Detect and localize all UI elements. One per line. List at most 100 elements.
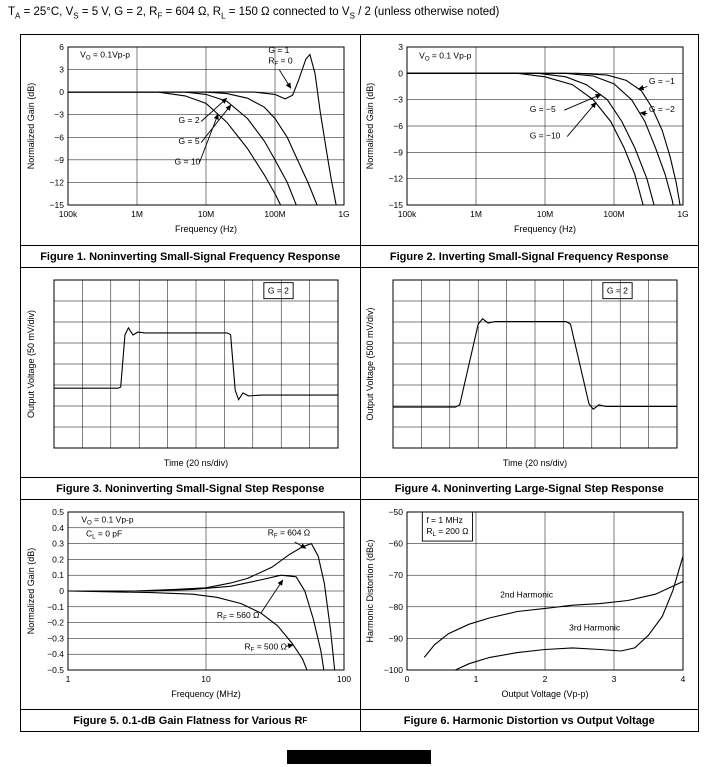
svg-text:4: 4	[681, 674, 686, 684]
svg-text:0: 0	[399, 68, 404, 78]
svg-text:−9: −9	[55, 155, 65, 165]
svg-text:G = −2: G = −2	[649, 104, 675, 114]
figure-4-caption: Figure 4. Noninverting Large-Signal Step…	[359, 477, 698, 499]
figure-3-chart: Time (20 ns/div) Output Voltage (50 mV/di…	[26, 279, 339, 468]
svg-text:RF = 0: RF = 0	[269, 56, 294, 68]
figure-3-caption: Figure 3. Noninverting Small-Signal Step…	[21, 477, 360, 499]
svg-text:−60: −60	[389, 538, 404, 548]
svg-text:−70: −70	[389, 570, 404, 580]
figure-grid: 100k 1M 10M 100M 1G 6 3 0 −3 −6 −9 −12 −15 Frequency …	[20, 34, 699, 732]
figure-4-panel: Time (20 ns/div) Output Voltage (500 mV/d…	[359, 267, 698, 477]
svg-text:Frequency (Hz): Frequency (Hz)	[175, 224, 237, 234]
svg-text:0: 0	[60, 87, 65, 97]
svg-text:Frequency (MHz): Frequency (MHz)	[171, 689, 241, 699]
svg-text:−0.1: −0.1	[47, 601, 64, 611]
svg-text:−6: −6	[394, 121, 404, 131]
figure-1-caption: Figure 1. Noninverting Small-Signal Freq…	[21, 245, 360, 267]
svg-text:3rd Harmonic: 3rd Harmonic	[569, 622, 621, 632]
figure-1-panel: 100k 1M 10M 100M 1G 6 3 0 −3 −6 −9 −12 −15 Frequency …	[21, 35, 360, 245]
figure-2-chart: 100k 1M 10M 100M 1G 3 0 −3 −6 −9 −12 −15 Frequency (…	[365, 42, 689, 234]
svg-text:−90: −90	[389, 633, 404, 643]
test-conditions-note: TA = 25°C, VS = 5 V, G = 2, RF = 604 Ω, …	[8, 6, 500, 21]
figure-4-chart: Time (20 ns/div) Output Voltage (500 mV/d…	[365, 279, 678, 468]
svg-text:VO = 0.1 Vp-p: VO = 0.1 Vp-p	[419, 50, 472, 62]
svg-text:RL = 200 Ω: RL = 200 Ω	[427, 526, 469, 538]
svg-text:−0.2: −0.2	[47, 617, 64, 627]
svg-text:−0.3: −0.3	[47, 633, 64, 643]
svg-text:0.2: 0.2	[52, 554, 64, 564]
figure-2-panel: 100k 1M 10M 100M 1G 3 0 −3 −6 −9 −12 −15 Frequency (…	[359, 35, 698, 245]
svg-text:1: 1	[66, 674, 71, 684]
svg-text:0.4: 0.4	[52, 522, 64, 532]
svg-text:Output Voltage (Vp-p): Output Voltage (Vp-p)	[502, 689, 589, 699]
svg-text:G = 2: G = 2	[268, 285, 289, 295]
svg-text:RF = 500 Ω: RF = 500 Ω	[245, 641, 287, 653]
svg-text:RF = 560 Ω: RF = 560 Ω	[217, 609, 259, 621]
svg-text:1M: 1M	[131, 209, 143, 219]
svg-text:Harmonic Distortion (dBc): Harmonic Distortion (dBc)	[365, 539, 375, 642]
svg-text:−80: −80	[389, 601, 404, 611]
svg-text:100k: 100k	[398, 209, 417, 219]
figure-3-panel: Time (20 ns/div) Output Voltage (50 mV/di…	[21, 267, 360, 477]
svg-text:RF = 604 Ω: RF = 604 Ω	[268, 527, 310, 539]
figure-5-chart: 1 10 100 0.5 0.4 0.3 0.2 0.1 0 −0.1 −0.2 −0.3 −0.4 −0…	[26, 507, 351, 699]
svg-text:−15: −15	[50, 200, 65, 210]
svg-text:f = 1 MHz: f = 1 MHz	[427, 515, 464, 525]
svg-text:3: 3	[399, 42, 404, 52]
figure-2-caption: Figure 2. Inverting Small-Signal Frequen…	[359, 245, 698, 267]
svg-text:3: 3	[60, 65, 65, 75]
svg-text:100M: 100M	[265, 209, 286, 219]
svg-text:−3: −3	[394, 95, 404, 105]
svg-text:Normalized Gain (dB): Normalized Gain (dB)	[26, 547, 36, 634]
figure-5-panel: 1 10 100 0.5 0.4 0.3 0.2 0.1 0 −0.1 −0.2 −0.3 −0.4 −0…	[21, 499, 360, 709]
svg-text:3: 3	[612, 674, 617, 684]
svg-text:−6: −6	[55, 132, 65, 142]
svg-text:10: 10	[202, 674, 212, 684]
svg-text:Time (20 ns/div): Time (20 ns/div)	[503, 458, 567, 468]
figure-1-chart: 100k 1M 10M 100M 1G 6 3 0 −3 −6 −9 −12 −15 Frequency …	[26, 42, 350, 234]
svg-text:G = 1: G = 1	[269, 45, 290, 55]
svg-text:CL = 0 pF: CL = 0 pF	[86, 528, 122, 540]
svg-text:G = 2: G = 2	[607, 285, 628, 295]
svg-text:−12: −12	[389, 174, 404, 184]
svg-text:10M: 10M	[537, 209, 554, 219]
svg-text:100: 100	[337, 674, 351, 684]
figure-6-panel: 0 1 2 3 4 −50 −60 −70 −80 −90 −100 Output Voltage (…	[359, 499, 698, 709]
svg-text:Output Voltage (50 mV/div): Output Voltage (50 mV/div)	[26, 309, 36, 417]
svg-text:G = −1: G = −1	[649, 76, 675, 86]
svg-text:G = 2: G = 2	[179, 115, 200, 125]
svg-text:100M: 100M	[604, 209, 625, 219]
svg-text:1: 1	[474, 674, 479, 684]
svg-text:Normalized Gain (dB): Normalized Gain (dB)	[26, 83, 36, 170]
svg-text:Frequency (Hz): Frequency (Hz)	[514, 224, 576, 234]
svg-text:0: 0	[60, 586, 65, 596]
svg-text:−9: −9	[394, 147, 404, 157]
svg-text:−15: −15	[389, 200, 404, 210]
svg-text:G = −10: G = −10	[530, 130, 561, 140]
svg-text:0.5: 0.5	[52, 507, 64, 517]
svg-text:Normalized Gain (dB): Normalized Gain (dB)	[365, 83, 375, 170]
svg-text:6: 6	[60, 42, 65, 52]
svg-text:−100: −100	[384, 665, 403, 675]
svg-text:1G: 1G	[678, 209, 689, 219]
figure-6-chart: 0 1 2 3 4 −50 −60 −70 −80 −90 −100 Output Voltage (…	[365, 507, 686, 699]
svg-text:G = 5: G = 5	[179, 136, 200, 146]
svg-text:2: 2	[543, 674, 548, 684]
svg-text:−50: −50	[389, 507, 404, 517]
svg-text:0.3: 0.3	[52, 538, 64, 548]
svg-text:1G: 1G	[339, 209, 350, 219]
page-footer-mark	[287, 750, 431, 764]
svg-text:−3: −3	[55, 110, 65, 120]
svg-text:0.1: 0.1	[52, 570, 64, 580]
svg-text:1M: 1M	[470, 209, 482, 219]
svg-text:10M: 10M	[198, 209, 215, 219]
svg-text:−0.4: −0.4	[47, 649, 64, 659]
svg-text:G = −5: G = −5	[530, 104, 556, 114]
svg-text:100k: 100k	[59, 209, 78, 219]
svg-text:2nd Harmonic: 2nd Harmonic	[500, 589, 554, 599]
svg-text:Output Voltage (500 mV/div): Output Voltage (500 mV/div)	[365, 307, 375, 420]
svg-text:Time (20 ns/div): Time (20 ns/div)	[164, 458, 228, 468]
svg-text:VO = 0.1Vp-p: VO = 0.1Vp-p	[80, 50, 130, 62]
figure-5-caption: Figure 5. 0.1-dB Gain Flatness for Vario…	[21, 709, 360, 731]
